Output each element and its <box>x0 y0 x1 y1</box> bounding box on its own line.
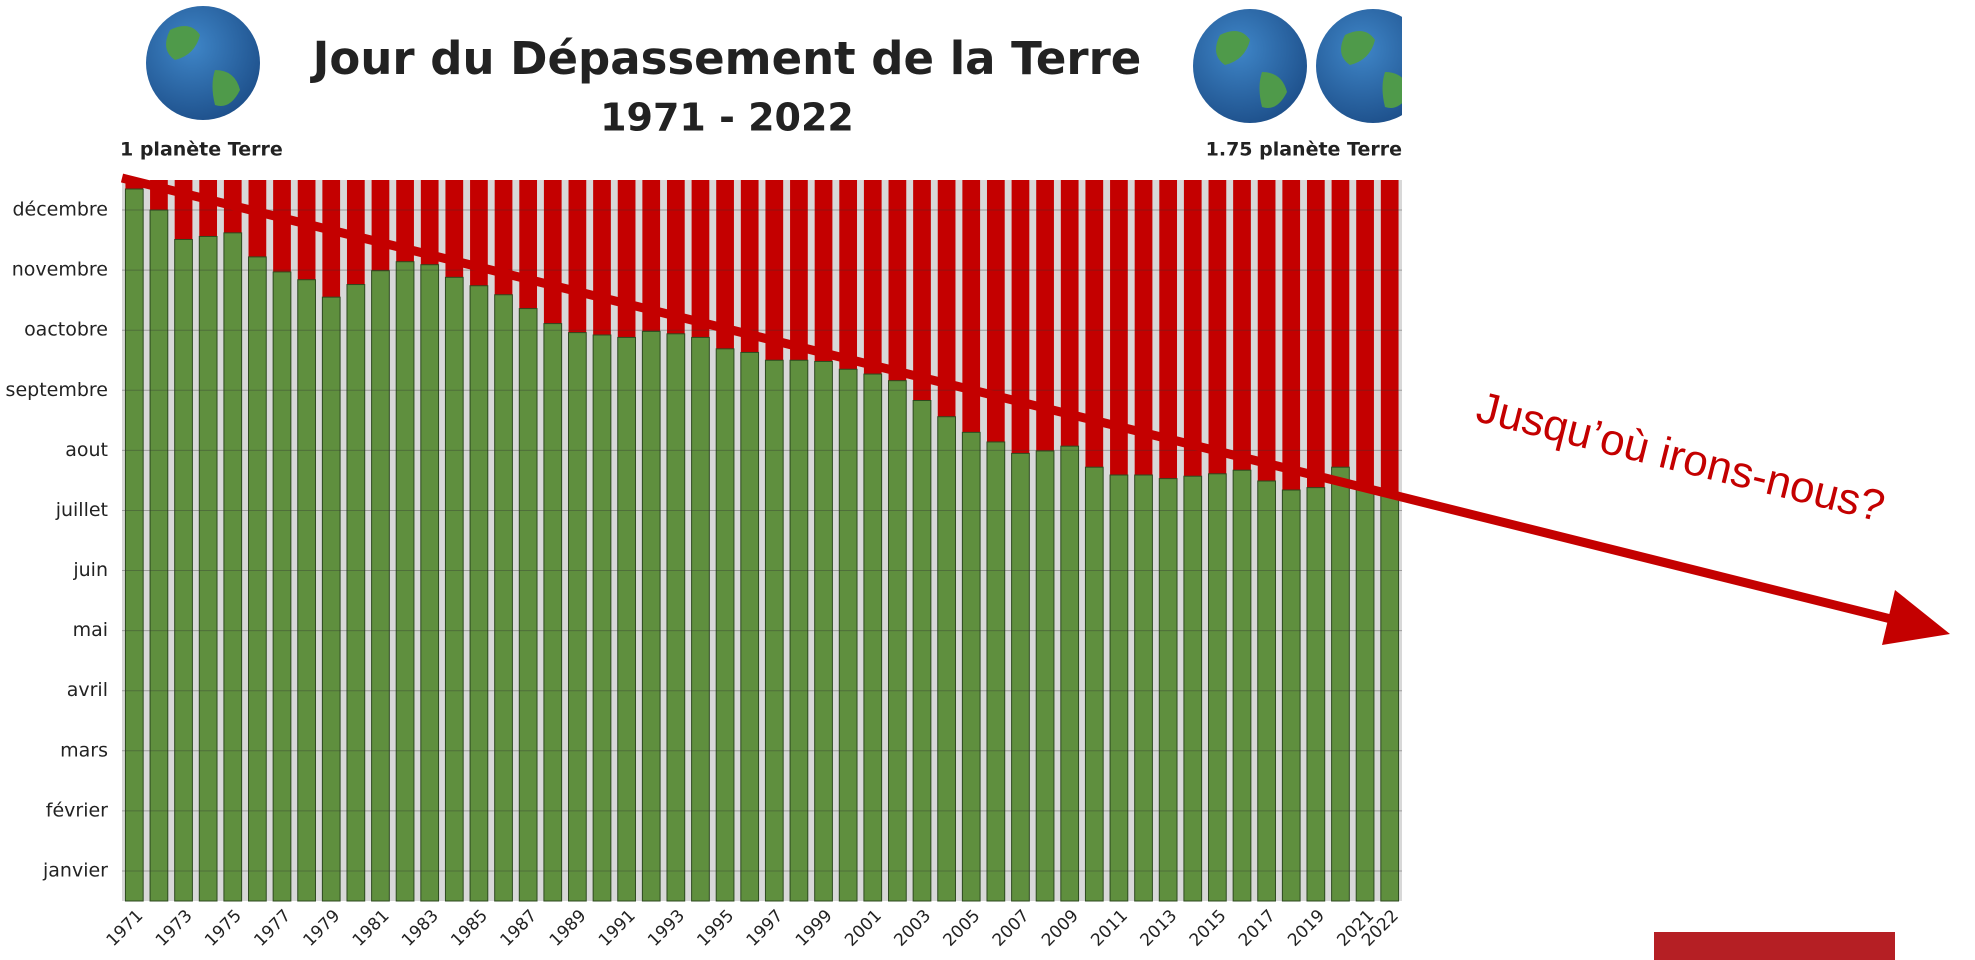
bar <box>1159 479 1177 901</box>
bar <box>913 401 931 901</box>
x-tick-label: 2011 <box>1087 906 1132 951</box>
bar <box>716 349 734 901</box>
left-label: 1 planète Terre <box>120 139 283 161</box>
bar <box>1135 475 1153 901</box>
y-tick-label: septembre <box>6 379 108 401</box>
x-tick-label: 1981 <box>349 906 394 951</box>
x-tick-label: 2003 <box>890 906 935 951</box>
bar <box>224 233 242 901</box>
bar <box>839 369 857 901</box>
bar <box>1282 490 1300 901</box>
globes <box>1193 9 1430 123</box>
globe <box>146 6 260 120</box>
x-tick-label: 1997 <box>743 906 788 951</box>
x-tick-label: 2009 <box>1038 906 1083 951</box>
y-tick-label: oactobre <box>24 319 108 341</box>
bar <box>864 374 882 901</box>
bar <box>347 285 365 901</box>
bar <box>1209 474 1227 901</box>
x-tick-label: 1971 <box>103 906 148 951</box>
bar <box>618 337 636 901</box>
bar <box>249 257 267 901</box>
x-tick-label: 2013 <box>1136 906 1181 951</box>
x-tick-label: 2007 <box>989 906 1034 951</box>
bar <box>199 236 217 901</box>
bar <box>1307 488 1325 901</box>
x-tick-label: 1989 <box>546 906 591 951</box>
x-tick-label: 1999 <box>792 906 837 951</box>
x-tick-label: 1991 <box>595 906 640 951</box>
y-tick-label: décembre <box>12 199 108 221</box>
bar <box>421 265 439 901</box>
chart-title: Jour du Dépassement de la Terre <box>310 32 1142 85</box>
bar <box>889 381 907 901</box>
bar <box>962 432 980 901</box>
bar <box>273 272 291 901</box>
bar <box>1036 451 1054 901</box>
y-tick-label: mars <box>60 739 108 761</box>
x-tick-label: 1973 <box>152 906 197 951</box>
y-tick-label: mai <box>73 619 108 641</box>
bar <box>150 210 168 901</box>
bar <box>1356 490 1374 901</box>
slide: Jour du Dépassement de la Terre 1971 - 2… <box>0 0 1975 960</box>
y-tick-label: novembre <box>12 259 108 281</box>
bar <box>372 271 390 901</box>
bar <box>125 189 143 901</box>
arrow-head <box>1882 590 1950 645</box>
bar <box>642 331 660 901</box>
bar <box>692 337 710 901</box>
bar <box>470 286 488 901</box>
x-tick-label: 2005 <box>940 906 985 951</box>
x-tick-label: 2017 <box>1235 906 1280 951</box>
y-tick-label: janvier <box>42 859 108 881</box>
chart-subtitle: 1971 - 2022 <box>600 96 854 140</box>
bar <box>741 352 759 901</box>
x-tick-label: 1983 <box>398 906 443 951</box>
x-tick-label: 1975 <box>201 906 246 951</box>
logo-box <box>1654 932 1895 960</box>
bar <box>445 277 463 901</box>
bar <box>593 335 611 901</box>
bar <box>396 262 414 901</box>
bar <box>544 324 562 901</box>
bar <box>519 309 537 901</box>
bar <box>667 334 685 901</box>
bar <box>298 280 316 901</box>
bar <box>569 333 587 901</box>
bar <box>1085 467 1103 901</box>
bar <box>1061 446 1079 901</box>
x-tick-label: 1979 <box>300 906 345 951</box>
x-tick-label: 1985 <box>447 906 492 951</box>
y-tick-label: février <box>46 799 108 821</box>
x-tick-label: 1977 <box>250 906 295 951</box>
x-tick-label: 2001 <box>841 906 886 951</box>
y-tick-label: aout <box>65 439 108 461</box>
bar <box>1332 467 1350 901</box>
bar <box>495 295 513 901</box>
x-tick-label: 1995 <box>693 906 738 951</box>
y-tick-label: avril <box>67 679 108 701</box>
y-tick-label: juillet <box>55 499 108 521</box>
bar <box>1184 476 1202 901</box>
x-tick-label: 1987 <box>496 906 541 951</box>
bar <box>815 361 833 901</box>
annotation: Jusqu’où irons-nous? <box>1472 383 1890 532</box>
right-label: 1.75 planète Terre <box>1206 139 1402 161</box>
bar <box>938 417 956 901</box>
y-tick-label: juin <box>72 559 108 581</box>
bar <box>1012 453 1030 901</box>
x-tick-label: 2019 <box>1284 906 1329 951</box>
bar <box>1110 475 1128 901</box>
x-tick-label: 2015 <box>1186 906 1231 951</box>
x-tick-label: 1993 <box>644 906 689 951</box>
bar <box>1381 492 1399 901</box>
bar <box>1233 470 1251 901</box>
